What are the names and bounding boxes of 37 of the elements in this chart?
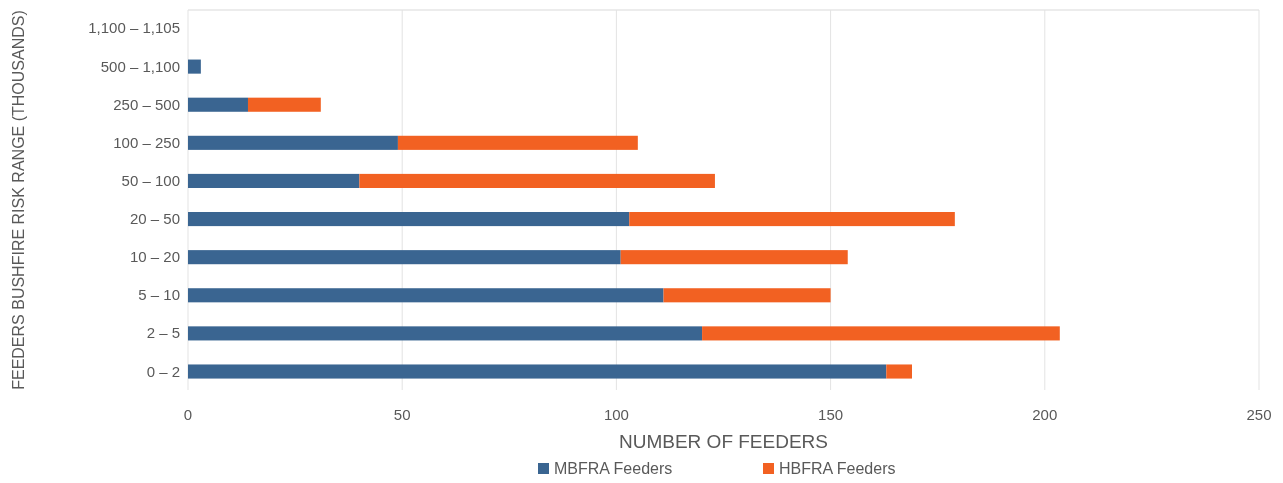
y-tick-label: 2 – 5 xyxy=(146,324,180,342)
bar xyxy=(188,59,201,74)
bar xyxy=(663,288,831,303)
y-tick-label: 500 – 1,100 xyxy=(100,57,180,75)
y-tick-label: 1,100 – 1,105 xyxy=(88,19,180,37)
x-tick-label: 250 xyxy=(1246,406,1272,423)
x-tick-label: 200 xyxy=(1032,406,1058,423)
bar xyxy=(188,97,248,112)
bar xyxy=(188,326,703,341)
y-axis-title: FEEDERS BUSHFIRE RISK RANGE (THOUSANDS) xyxy=(10,10,27,390)
bar xyxy=(886,364,912,379)
bar xyxy=(188,212,630,227)
x-tick-label: 50 xyxy=(393,406,411,423)
x-tick-label: 150 xyxy=(818,406,844,423)
y-tick-label: 5 – 10 xyxy=(138,286,180,304)
y-tick-label: 20 – 50 xyxy=(129,210,180,228)
y-tick-label: 10 – 20 xyxy=(129,248,180,266)
bar xyxy=(188,135,398,150)
bar xyxy=(702,326,1060,341)
bar xyxy=(359,173,715,188)
bar xyxy=(188,288,664,303)
legend-label: MBFRA Feeders xyxy=(554,460,673,477)
bar xyxy=(247,97,321,112)
bar xyxy=(188,250,621,265)
y-tick-label: 0 – 2 xyxy=(146,362,180,380)
x-axis-title: NUMBER OF FEEDERS xyxy=(618,431,829,452)
bar xyxy=(397,135,638,150)
y-tick-label: 250 – 500 xyxy=(113,95,180,113)
legend-label: HBFRA Feeders xyxy=(779,460,896,477)
y-tick-label: 50 – 100 xyxy=(121,171,180,189)
x-tick-label: 0 xyxy=(183,406,193,423)
bar xyxy=(188,173,360,188)
x-tick-label: 100 xyxy=(603,406,629,423)
y-tick-label: 100 – 250 xyxy=(113,133,180,151)
bar xyxy=(629,212,955,227)
bar xyxy=(188,364,887,379)
bar xyxy=(620,250,848,265)
